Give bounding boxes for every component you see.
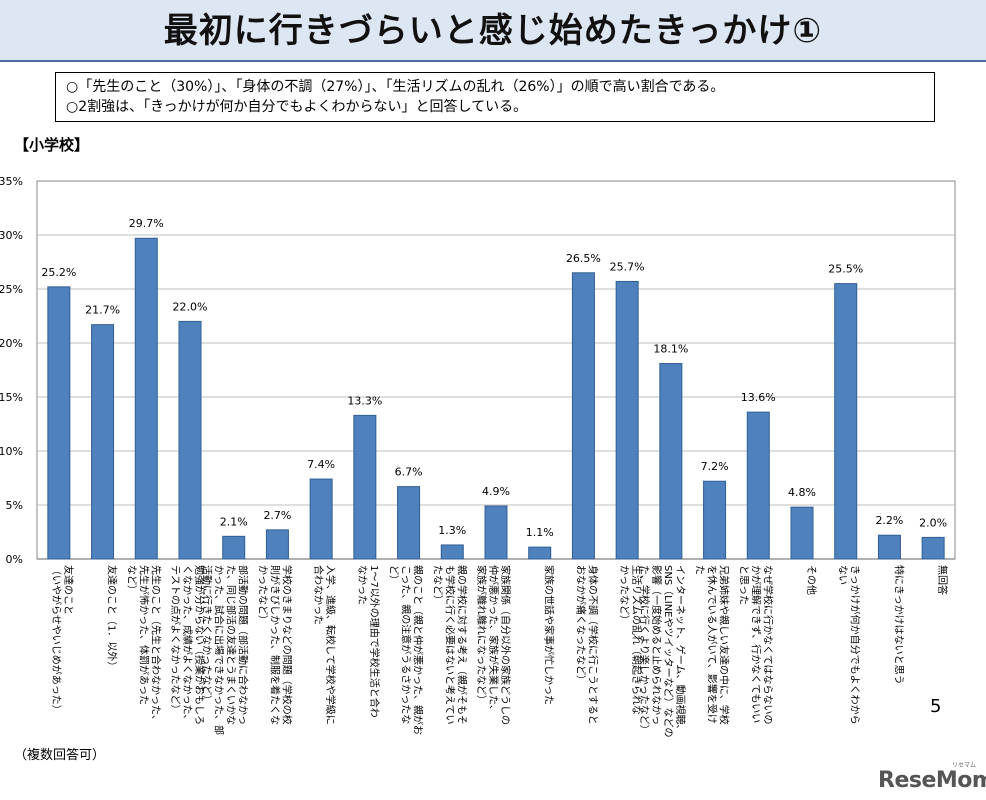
y-tick-label: 15% [0,391,23,404]
summary-line-1: ○「先生のこと（30%）」、「身体の不調（27%）」、「生活リズムの乱れ（26%… [66,79,725,95]
data-label: 25.7% [610,260,645,273]
bar [790,506,814,560]
category-label: 親のこと（親と仲が悪かった、親がおこった、親の注意がうるさかったなど） [388,565,425,735]
category-label: 1～7以外の理由で学校生活と合わなかった [356,565,381,718]
data-label: 18.1% [653,343,688,356]
data-label: 1.3% [438,524,466,537]
category-label: 家族の世話や家事が忙しかった [543,565,556,705]
data-label: 25.2% [41,266,76,279]
bar [615,280,639,560]
y-tick-label: 5% [6,499,23,512]
bar [47,286,71,560]
data-label: 6.7% [395,466,423,479]
data-label: 2.0% [919,516,947,529]
category-label: 生活リズムの乱れ（朝起きられなかったなど） [618,565,643,715]
bar [134,237,158,560]
bar [397,486,421,560]
bar [877,534,901,560]
summary-line-2: ○2割強は、「きっかけが何か自分でもよくわからない」と回答している。 [66,99,528,115]
bar [484,505,508,560]
data-label: 7.4% [307,458,335,471]
y-tick-label: 10% [0,445,23,458]
category-label: インターネット、ゲーム、動画視聴、SNS（LINEやツイッターなど）などの影響（… [638,565,687,738]
data-label: 26.5% [566,252,601,265]
category-label: 身体の不調（学校に行こうとするとおなかが痛くなったなど） [574,565,599,725]
bar [222,535,246,560]
summary-box: ○「先生のこと（30%）」、「身体の不調（27%）」、「生活リズムの乱れ（26%… [55,72,935,122]
bar [91,324,115,560]
data-label: 29.7% [129,217,164,230]
category-label: 部活動の問題（部活動に合わなかった、同じ部活の友達とうまくいかなかった、試合に出… [201,565,250,735]
y-tick-label: 25% [0,283,23,296]
data-label: 4.8% [788,486,816,499]
category-label: 友達のこと（いやがらせやいじめがあった） [50,565,75,715]
category-label: 先生のこと（先生と合わなかった、先生が怖かった、体罰があったなど） [125,565,162,725]
bar [309,478,333,560]
data-label: 21.7% [85,304,120,317]
bar [265,529,289,560]
resemom-logo-sub: リセマム [952,762,977,769]
category-label: その他 [805,565,818,595]
bar [440,544,464,560]
bar [921,536,945,560]
y-tick-label: 35% [0,175,23,188]
data-label: 7.2% [701,460,729,473]
data-label: 13.3% [347,394,382,407]
category-label: 入学、進級、転校して学校や学級に合わなかった [312,565,337,725]
bar [659,363,683,560]
category-label: 特にきっかけはないと思う [892,565,904,685]
bar [834,283,858,560]
category-label: きっかけが何か自分でもよくわからない [837,565,862,725]
data-label: 22.0% [173,300,208,313]
page-title: 最初に行きづらいと感じ始めたきっかけ① [163,11,823,51]
data-label: 2.1% [220,515,248,528]
bar [178,320,202,560]
section-label: 【小学校】 [14,136,90,154]
category-label: 無回答 [936,565,949,595]
plot-frame [36,180,956,560]
bar [746,411,770,560]
data-label: 25.5% [828,263,863,276]
data-label: 1.1% [526,526,554,539]
category-label: 友達のこと（1．以外） [106,565,119,671]
category-label: なぜ学校に行かなくてはならないのかが理解できず、行かなくてもいいと思った [737,565,774,725]
bar [528,546,552,560]
footnote: （複数回答可） [14,748,106,763]
y-tick-label: 30% [0,229,23,242]
bar [703,480,727,560]
y-tick-label: 0% [6,553,23,566]
data-label: 2.7% [263,509,291,522]
data-label: 13.6% [741,391,776,404]
category-label: 学校のきまりなどの問題（学校の校則がきびしかった、制服を着たくなかったなど） [256,565,293,725]
bar [571,272,595,560]
title-band [0,0,986,62]
data-label: 2.2% [875,514,903,527]
bar-chart: 0% 5% 10% 15% 20% 25% 30% 35% 25.2% 友達のこと（いやがらせやい… [0,175,956,738]
data-label: 4.9% [482,485,510,498]
bar [353,414,377,560]
y-tick-label: 20% [0,337,23,350]
category-label: 兄弟姉妹や親しい友達の中に、学校を休んでいる人がいて、影響を受けた [694,565,731,725]
category-label: 親の学校に対する考え（親がそもそも学校に行く必要はないと考えていたなど） [431,565,468,725]
category-label: 家族関係（自分以外の家族どうしの仲が悪かった、家族が失業した、家族が離れ離れにな… [475,565,512,725]
page-number: 5 [930,696,942,717]
category-label: 勉強が分からない（授業がおもしろくなかった、成績がよくなかった、テストの点がよく… [169,565,206,725]
resemom-logo: ReseMom [878,768,986,793]
